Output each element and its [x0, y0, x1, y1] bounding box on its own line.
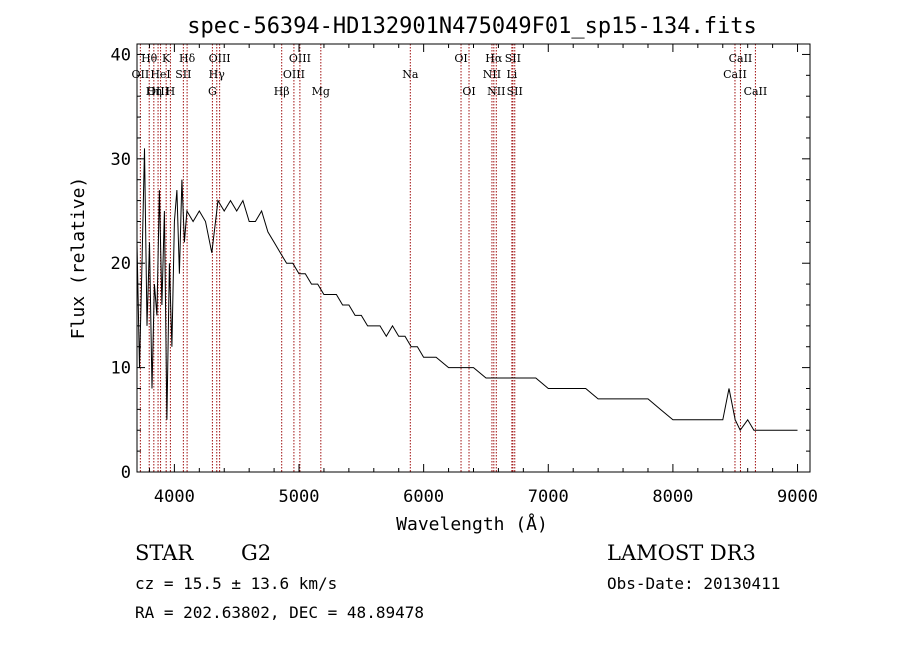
spectral-line-label: OII: [132, 68, 150, 81]
spectral-line-label: CaII: [723, 68, 747, 81]
x-tick-label: 5000: [279, 487, 320, 507]
spectral-line-label: OIII: [283, 68, 305, 81]
survey-name: LAMOST DR3: [607, 541, 756, 565]
x-tick-label: 9000: [777, 487, 818, 507]
spectral-line-label: Hη: [146, 85, 162, 98]
object-class: STAR: [135, 541, 194, 565]
x-axis-ticks: 4000 5000 6000 7000 8000 9000: [148, 44, 818, 507]
y-tick-label: 0: [121, 463, 131, 483]
y-tick-label: 20: [111, 254, 131, 274]
y-axis-ticks: 0 10 20 30 40: [111, 45, 810, 483]
spectral-line-label: OI: [454, 52, 467, 65]
spectral-line-label: Hα: [485, 52, 503, 65]
y-tick-label: 10: [111, 359, 131, 379]
observation-date: Obs-Date: 20130411: [607, 574, 780, 593]
y-axis-label: Flux (relative): [68, 177, 89, 340]
x-axis-label: Wavelength (Å): [396, 513, 548, 535]
spectral-line-label: OI: [462, 85, 475, 98]
spectral-line-label: CaII: [744, 85, 768, 98]
chart-title: spec-56394-HD132901N475049F01_sp15-134.f…: [187, 14, 757, 39]
spectral-line-label: Hθ: [141, 52, 158, 65]
x-tick-label: 7000: [528, 487, 569, 507]
spectral-line-label: SII: [507, 85, 523, 98]
spectral-line-label: HeI: [150, 68, 170, 81]
spectral-line-label: CaII: [729, 52, 753, 65]
plot-frame: [136, 43, 811, 473]
spectral-line-markers: [139, 44, 756, 472]
spectral-line-label: Na: [402, 68, 419, 81]
spectral-line-labels: Hθ OII OIII K HeI Hη SII H Hδ OIII Hγ G Hβ OIII OIII Mg…: [132, 52, 768, 98]
object-subclass: G2: [241, 541, 271, 565]
spectrum-series-line: [136, 148, 798, 432]
spectral-line-label: OIII: [147, 85, 169, 98]
spectral-line-label: NII: [487, 85, 505, 98]
spectral-line-label: OIII: [209, 52, 231, 65]
y-tick-label: 30: [111, 150, 131, 170]
ra-dec-coordinates: RA = 202.63802, DEC = 48.89478: [135, 603, 424, 622]
spectral-line-label: SII: [505, 52, 521, 65]
spectral-line-label: H: [166, 85, 176, 98]
x-tick-label: 6000: [403, 487, 444, 507]
spectral-line-label: Li: [506, 68, 517, 81]
spectral-line-label: K: [162, 52, 171, 65]
spectral-line-label: SII: [175, 68, 191, 81]
spectral-line-label: Mg: [312, 85, 330, 98]
spectral-line-label: OIII: [289, 52, 311, 65]
redshift-cz: cz = 15.5 ± 13.6 km/s: [135, 574, 337, 593]
y-tick-label: 40: [111, 45, 131, 65]
x-tick-label: 8000: [652, 487, 693, 507]
spectral-line-label: Hγ: [209, 68, 226, 81]
spectral-line-label: G: [208, 85, 217, 98]
spectral-line-label: Hβ: [274, 85, 290, 98]
spectral-line-label: Hδ: [179, 52, 196, 65]
spectral-line-label: NII: [483, 68, 501, 81]
x-tick-label: 4000: [154, 487, 195, 507]
